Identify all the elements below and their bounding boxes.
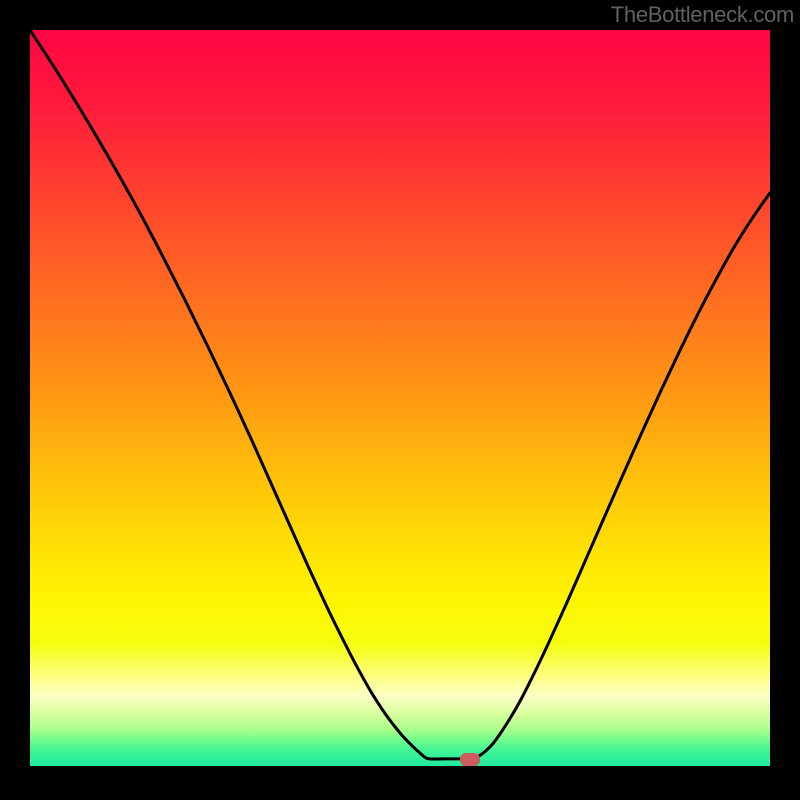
attribution-watermark: TheBottleneck.com — [609, 0, 800, 30]
chart-svg — [30, 30, 770, 770]
chart-background-gradient — [30, 30, 770, 770]
figure-root: TheBottleneck.com — [0, 0, 800, 800]
chart-plot-area — [30, 30, 770, 770]
